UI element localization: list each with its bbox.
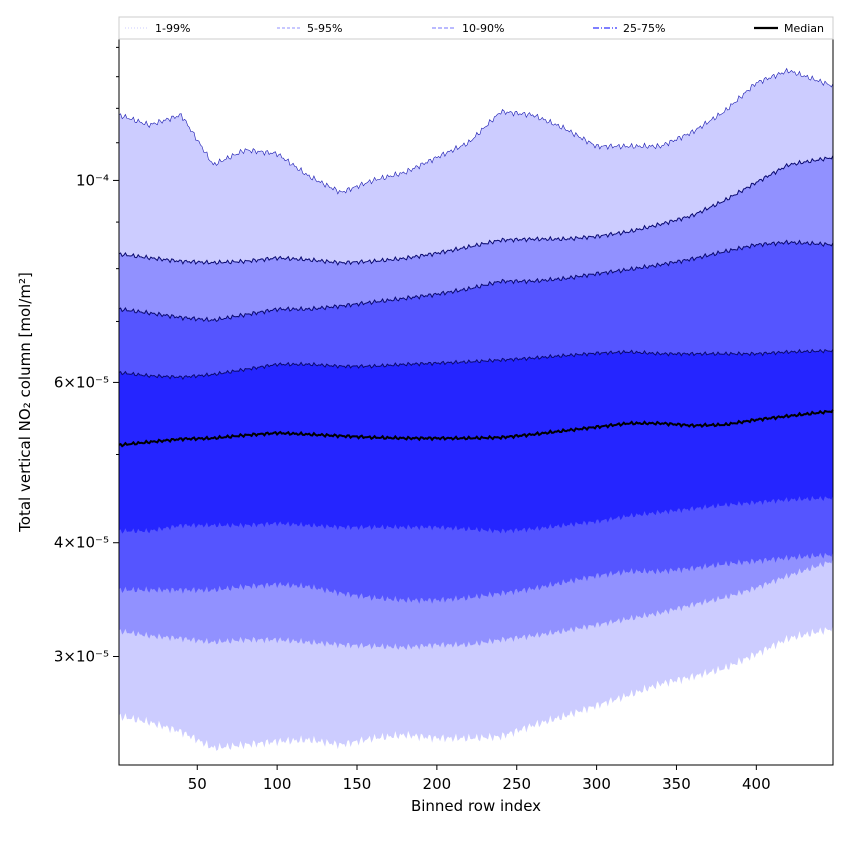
x-axis-label: Binned row index <box>411 797 541 815</box>
x-tick-label: 200 <box>423 775 452 793</box>
legend-label: Median <box>784 22 824 35</box>
legend-label: 5-95% <box>307 22 342 35</box>
x-tick-label: 100 <box>263 775 292 793</box>
legend: 1-99% 5-95% 10-90% 25-75% Median <box>118 16 834 40</box>
x-tick-label: 150 <box>343 775 372 793</box>
x-tick-label: 400 <box>742 775 771 793</box>
x-tick-label: 300 <box>582 775 611 793</box>
legend-box <box>118 16 834 40</box>
line-layer <box>118 67 834 448</box>
legend-label: 1-99% <box>155 22 190 35</box>
band-25-75-upper-edge <box>118 348 834 380</box>
x-tick-label: 350 <box>662 775 691 793</box>
x-tick-label: 250 <box>502 775 531 793</box>
band-1-99-upper-edge <box>118 67 834 195</box>
legend-label: 10-90% <box>462 22 504 35</box>
median-line <box>118 409 834 448</box>
band-5-95-upper-edge <box>118 155 834 266</box>
y-axis-label: Total vertical NO₂ column [mol/m²] <box>16 272 34 533</box>
y-tick-label: 4×10⁻⁵ <box>54 534 109 552</box>
legend-label: 25-75% <box>623 22 665 35</box>
y-tick-label: 10⁻⁴ <box>76 171 109 189</box>
band-layer <box>119 68 833 751</box>
band-10-90-upper-edge <box>118 239 834 322</box>
band-25-75 <box>119 349 833 534</box>
y-tick-label: 3×10⁻⁵ <box>54 647 109 665</box>
y-tick-label: 6×10⁻⁵ <box>54 373 109 391</box>
x-axis: 50 100 150 200 250 300 350 400 <box>188 765 771 793</box>
y-axis: 10⁻⁴ 6×10⁻⁵ 4×10⁻⁵ 3×10⁻⁵ <box>54 46 119 665</box>
x-tick-label: 50 <box>188 775 207 793</box>
